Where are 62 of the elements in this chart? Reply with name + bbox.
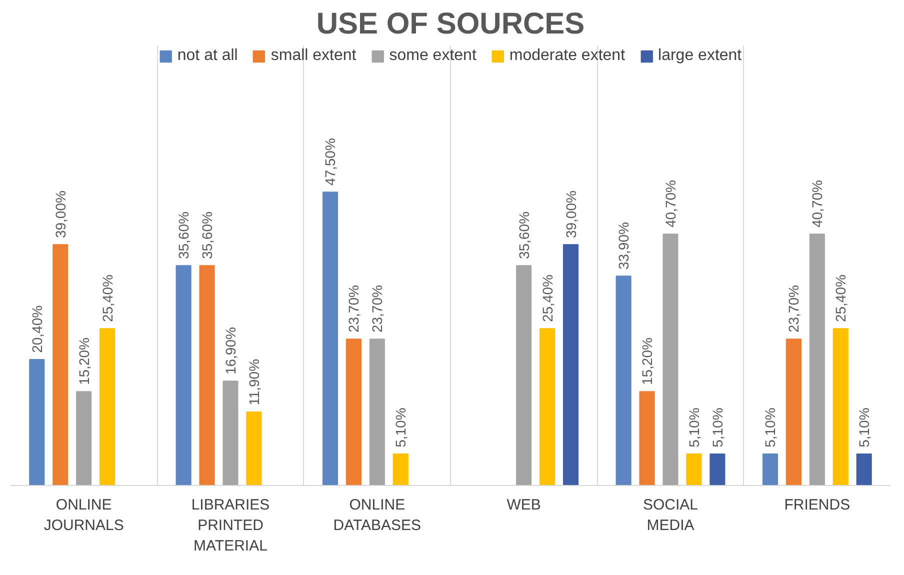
data-label: 35,60% xyxy=(516,212,532,260)
bar xyxy=(29,359,45,486)
data-label: 5,10% xyxy=(686,408,702,448)
bar xyxy=(856,454,872,486)
data-label: 5,10% xyxy=(709,408,726,448)
bar xyxy=(562,244,579,486)
bar xyxy=(52,244,68,486)
bar xyxy=(369,338,385,486)
data-label: 20,40% xyxy=(28,305,45,353)
data-label: 23,70% xyxy=(786,285,802,333)
data-label: 35,60% xyxy=(176,212,192,260)
chart-title: USE OF SOURCES xyxy=(316,8,585,40)
x-tick-label: LIBRARIES PRINTED MATERIAL xyxy=(191,496,270,554)
x-tick-label: SOCIAL MEDIA xyxy=(642,496,698,534)
bar xyxy=(346,338,362,486)
bar xyxy=(832,328,848,486)
data-label: 39,00% xyxy=(52,190,68,238)
data-label: 35,60% xyxy=(199,212,216,260)
data-label: 47,50% xyxy=(322,138,338,186)
x-tick-label: ONLINE DATABASES xyxy=(333,496,422,534)
data-label: 40,70% xyxy=(662,180,678,228)
legend-label: not at all xyxy=(177,47,238,65)
data-label: 39,00% xyxy=(562,190,579,238)
legend-label: moderate extent xyxy=(509,47,626,65)
data-label: 25,40% xyxy=(99,274,116,322)
bar xyxy=(710,454,726,486)
x-tick-label: ONLINE JOURNALS xyxy=(44,496,124,534)
data-label: 5,10% xyxy=(762,408,778,448)
bar xyxy=(616,276,632,486)
x-tick-label: WEB xyxy=(506,496,541,514)
data-label: 16,90% xyxy=(222,327,238,375)
data-label: 5,10% xyxy=(856,408,872,448)
bar xyxy=(176,265,192,486)
data-label: 33,90% xyxy=(616,222,632,270)
bar xyxy=(639,391,655,486)
x-tick-label: FRIENDS xyxy=(784,496,850,514)
data-label: 40,70% xyxy=(809,180,826,228)
bar xyxy=(76,391,92,486)
bar xyxy=(246,412,262,486)
data-label: 11,90% xyxy=(246,358,262,406)
data-label: 15,20% xyxy=(76,338,92,386)
legend-label: some extent xyxy=(389,47,476,65)
legend-label: large extent xyxy=(658,47,742,65)
bar xyxy=(392,454,408,486)
data-label: 23,70% xyxy=(369,285,386,333)
bar xyxy=(199,265,215,486)
bar xyxy=(540,328,556,486)
bar xyxy=(516,265,532,486)
bar xyxy=(222,380,238,486)
bar xyxy=(322,192,338,486)
bar xyxy=(762,454,778,486)
data-label: 23,70% xyxy=(346,285,362,333)
data-label: 5,10% xyxy=(392,408,409,448)
bar xyxy=(100,328,116,486)
data-label: 15,20% xyxy=(639,338,656,386)
bar xyxy=(786,338,802,486)
data-label: 25,40% xyxy=(539,274,556,322)
bar xyxy=(662,234,678,486)
legend-label: small extent xyxy=(270,47,356,65)
bar xyxy=(686,454,702,486)
data-label: 25,40% xyxy=(832,274,849,322)
bar xyxy=(809,234,825,486)
